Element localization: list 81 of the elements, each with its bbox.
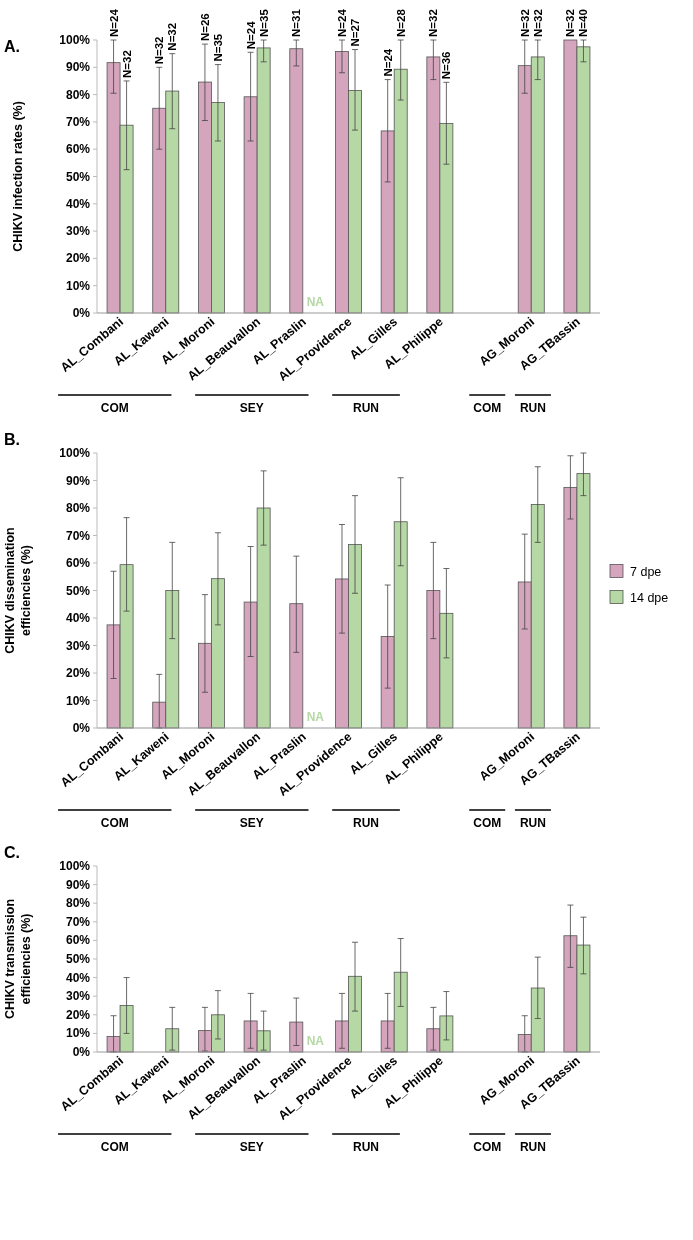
text: N=32 — [531, 9, 544, 37]
bar — [289, 603, 304, 729]
y-tick-label: 70% — [65, 114, 91, 129]
text: RUN — [353, 1140, 380, 1154]
annotation: NA — [306, 710, 325, 724]
annotation: N=36 — [440, 51, 453, 80]
chart-title: B. — [4, 431, 20, 448]
text: COM — [473, 816, 502, 830]
text: RUN — [353, 401, 380, 415]
text: N=24 — [107, 8, 120, 37]
y-tick-label: 100% — [59, 446, 91, 460]
text: N=31 — [290, 8, 303, 37]
annotation: N=35 — [211, 33, 224, 62]
annotation: N=27 — [349, 18, 362, 47]
y-tick-label: 100% — [59, 859, 91, 873]
y-tick-label: 70% — [65, 914, 91, 929]
annotation: N=32 — [153, 36, 166, 65]
bar — [289, 48, 304, 314]
y-tick-label: 70% — [65, 528, 91, 543]
annotation: N=24 — [381, 48, 394, 77]
y-tick-label: 0% — [72, 1045, 91, 1059]
annotation: NA — [306, 295, 325, 309]
text: RUN — [353, 816, 380, 830]
annotation: N=32 — [120, 50, 133, 78]
annotation: N=24 — [244, 20, 257, 50]
text: N=24 — [335, 8, 348, 37]
legend-label: 14 dpe — [630, 590, 669, 605]
y-axis-title: CHIKV dissemination efficiencies (%) — [3, 527, 33, 654]
text: COM — [473, 1140, 502, 1154]
text: COM — [100, 816, 129, 830]
text: N=40 — [577, 9, 590, 37]
text: COM — [100, 1140, 129, 1154]
y-tick-label: 80% — [65, 896, 91, 911]
y-tick-label: 10% — [65, 278, 91, 293]
y-tick-label: 50% — [65, 583, 91, 598]
y-tick-label: 20% — [65, 666, 91, 680]
y-tick-label: 0% — [72, 721, 91, 735]
y-tick-label: 20% — [65, 1007, 91, 1022]
y-tick-label: 50% — [65, 952, 91, 966]
y-tick-label: 60% — [65, 142, 91, 157]
text: N=28 — [394, 8, 407, 37]
y-tick-label: 80% — [65, 87, 91, 102]
legend-label: 7 dpe — [630, 564, 662, 579]
text: COM — [473, 401, 502, 415]
y-tick-label: 80% — [65, 501, 91, 515]
y-tick-label: 30% — [65, 224, 91, 239]
y-axis-title: CHIKV transmission efficiencies (%) — [3, 898, 33, 1020]
text: SEY — [239, 1140, 264, 1154]
y-tick-label: 90% — [65, 60, 91, 75]
chart-title: C. — [4, 844, 20, 861]
y-tick-label: 50% — [65, 169, 91, 184]
text: RUN — [519, 1140, 546, 1154]
y-tick-label: 20% — [65, 251, 91, 266]
y-tick-label: 10% — [65, 693, 91, 708]
annotation: NA — [306, 1034, 325, 1048]
text: RUN — [519, 816, 546, 830]
text: COM — [100, 401, 129, 415]
y-tick-label: 40% — [65, 611, 91, 625]
y-tick-label: 100% — [59, 33, 91, 47]
text: SEY — [239, 401, 264, 415]
y-tick-label: 90% — [65, 877, 91, 892]
y-tick-label: 30% — [65, 989, 91, 1004]
y-tick-label: 60% — [65, 556, 91, 570]
y-tick-label: 40% — [65, 196, 91, 211]
y-tick-label: 90% — [65, 473, 91, 488]
bar — [289, 1021, 304, 1053]
text: SEY — [239, 816, 264, 830]
y-tick-label: 0% — [72, 306, 91, 320]
text: N=35 — [257, 8, 270, 37]
y-axis-title: CHIKV infection rates (%) — [11, 101, 25, 252]
annotation: N=26 — [198, 13, 211, 42]
y-tick-label: 40% — [65, 970, 91, 985]
text: N=32 — [427, 9, 440, 37]
annotation: N=32 — [166, 22, 179, 51]
y-tick-label: 30% — [65, 638, 91, 653]
text: RUN — [519, 401, 546, 415]
text: N=32 — [518, 9, 531, 37]
chart-title: A. — [4, 38, 20, 55]
y-tick-label: 60% — [65, 933, 91, 948]
text: N=32 — [564, 9, 577, 37]
y-tick-label: 10% — [65, 1026, 91, 1041]
